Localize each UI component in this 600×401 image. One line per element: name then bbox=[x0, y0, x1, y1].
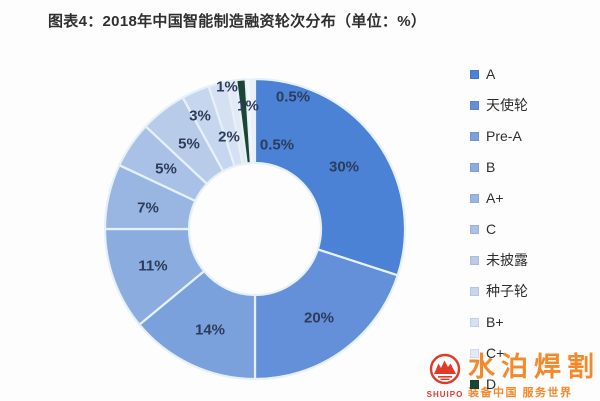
legend-label: A+ bbox=[486, 190, 504, 206]
legend-item-B+: B+ bbox=[470, 312, 528, 332]
legend-item-C+: C+ bbox=[470, 343, 528, 363]
legend-marker-icon bbox=[470, 131, 479, 141]
legend-marker-icon bbox=[470, 317, 479, 327]
pie-slice-unlabeled-12 bbox=[249, 78, 256, 164]
legend-item-B: B bbox=[470, 157, 528, 177]
slice-value-label-C+: 1% bbox=[216, 78, 238, 96]
pie-slice-天使轮 bbox=[253, 248, 400, 381]
legend-marker-icon bbox=[470, 193, 479, 203]
slice-value-label-种子轮: 3% bbox=[189, 107, 211, 125]
slice-value-label-B+: 2% bbox=[218, 128, 240, 146]
slice-value-label-unlabeled-11: 0.5% bbox=[275, 88, 311, 106]
slice-value-label-B: 11% bbox=[138, 257, 168, 275]
slice-value-label-A+: 7% bbox=[137, 199, 159, 217]
legend-marker-icon bbox=[470, 100, 479, 110]
legend-item-天使轮: 天使轮 bbox=[470, 95, 528, 115]
legend-label: B+ bbox=[486, 314, 504, 330]
donut-slices bbox=[103, 77, 407, 381]
legend-item-Pre-A: Pre-A bbox=[470, 126, 528, 146]
legend-item-种子轮: 种子轮 bbox=[470, 281, 528, 301]
legend-label: C+ bbox=[486, 345, 505, 361]
legend-label: 未披露 bbox=[486, 252, 528, 268]
shuipo-logo-icon: SHUIPO bbox=[426, 353, 464, 399]
watermark-tagline: 装备中国 服务世界 bbox=[468, 387, 573, 399]
legend-marker-icon bbox=[470, 69, 479, 79]
legend-item-A: A bbox=[470, 64, 528, 84]
legend-marker-icon bbox=[470, 224, 479, 234]
pie-slice-A bbox=[253, 77, 407, 277]
slice-value-label-A: 30% bbox=[328, 158, 360, 176]
watermark: SHUIPO 水泊焊割 装备中国 服务世界 bbox=[424, 350, 600, 401]
legend-marker-icon bbox=[470, 162, 479, 172]
legend-label: C bbox=[486, 221, 497, 237]
slice-value-label-天使轮: 20% bbox=[303, 309, 335, 327]
legend-item-D: D bbox=[470, 374, 528, 394]
chart-title: 图表4：2018年中国智能制造融资轮次分布（单位：%） bbox=[48, 13, 427, 30]
watermark-brand: 水泊焊割 bbox=[468, 352, 600, 382]
legend-marker-icon bbox=[470, 286, 479, 296]
slice-value-label-C: 5% bbox=[155, 160, 177, 178]
legend-marker-icon bbox=[470, 348, 479, 358]
slice-value-label-Pre-A: 14% bbox=[194, 321, 226, 339]
slice-value-label-未披露: 5% bbox=[178, 135, 200, 153]
legend-label: B bbox=[486, 159, 496, 175]
legend-label: 天使轮 bbox=[486, 97, 528, 113]
legend-item-A+: A+ bbox=[470, 188, 528, 208]
legend-marker-icon bbox=[470, 255, 479, 265]
legend-label: D bbox=[486, 376, 497, 392]
legend-item-C: C bbox=[470, 219, 528, 239]
slice-value-label-unlabeled-12: 0.5% bbox=[259, 136, 295, 154]
legend: A 天使轮 Pre-A B A+ C 未披露种子轮 B+ C+ D bbox=[470, 64, 528, 394]
legend-label: A bbox=[486, 66, 496, 82]
legend-marker-icon bbox=[470, 379, 479, 389]
legend-label: 种子轮 bbox=[486, 283, 528, 299]
legend-item-未披露: 未披露 bbox=[470, 250, 528, 270]
legend-label: Pre-A bbox=[486, 128, 522, 144]
watermark-latin: SHUIPO bbox=[426, 390, 464, 399]
slice-value-label-D: 1% bbox=[237, 97, 259, 115]
